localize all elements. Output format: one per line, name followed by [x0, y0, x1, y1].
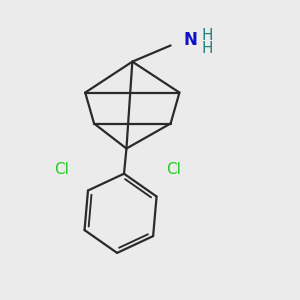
- Text: H: H: [202, 41, 213, 56]
- Text: Cl: Cl: [54, 162, 69, 177]
- Text: Cl: Cl: [166, 162, 181, 177]
- Text: N: N: [184, 31, 198, 49]
- Text: H: H: [202, 28, 213, 43]
